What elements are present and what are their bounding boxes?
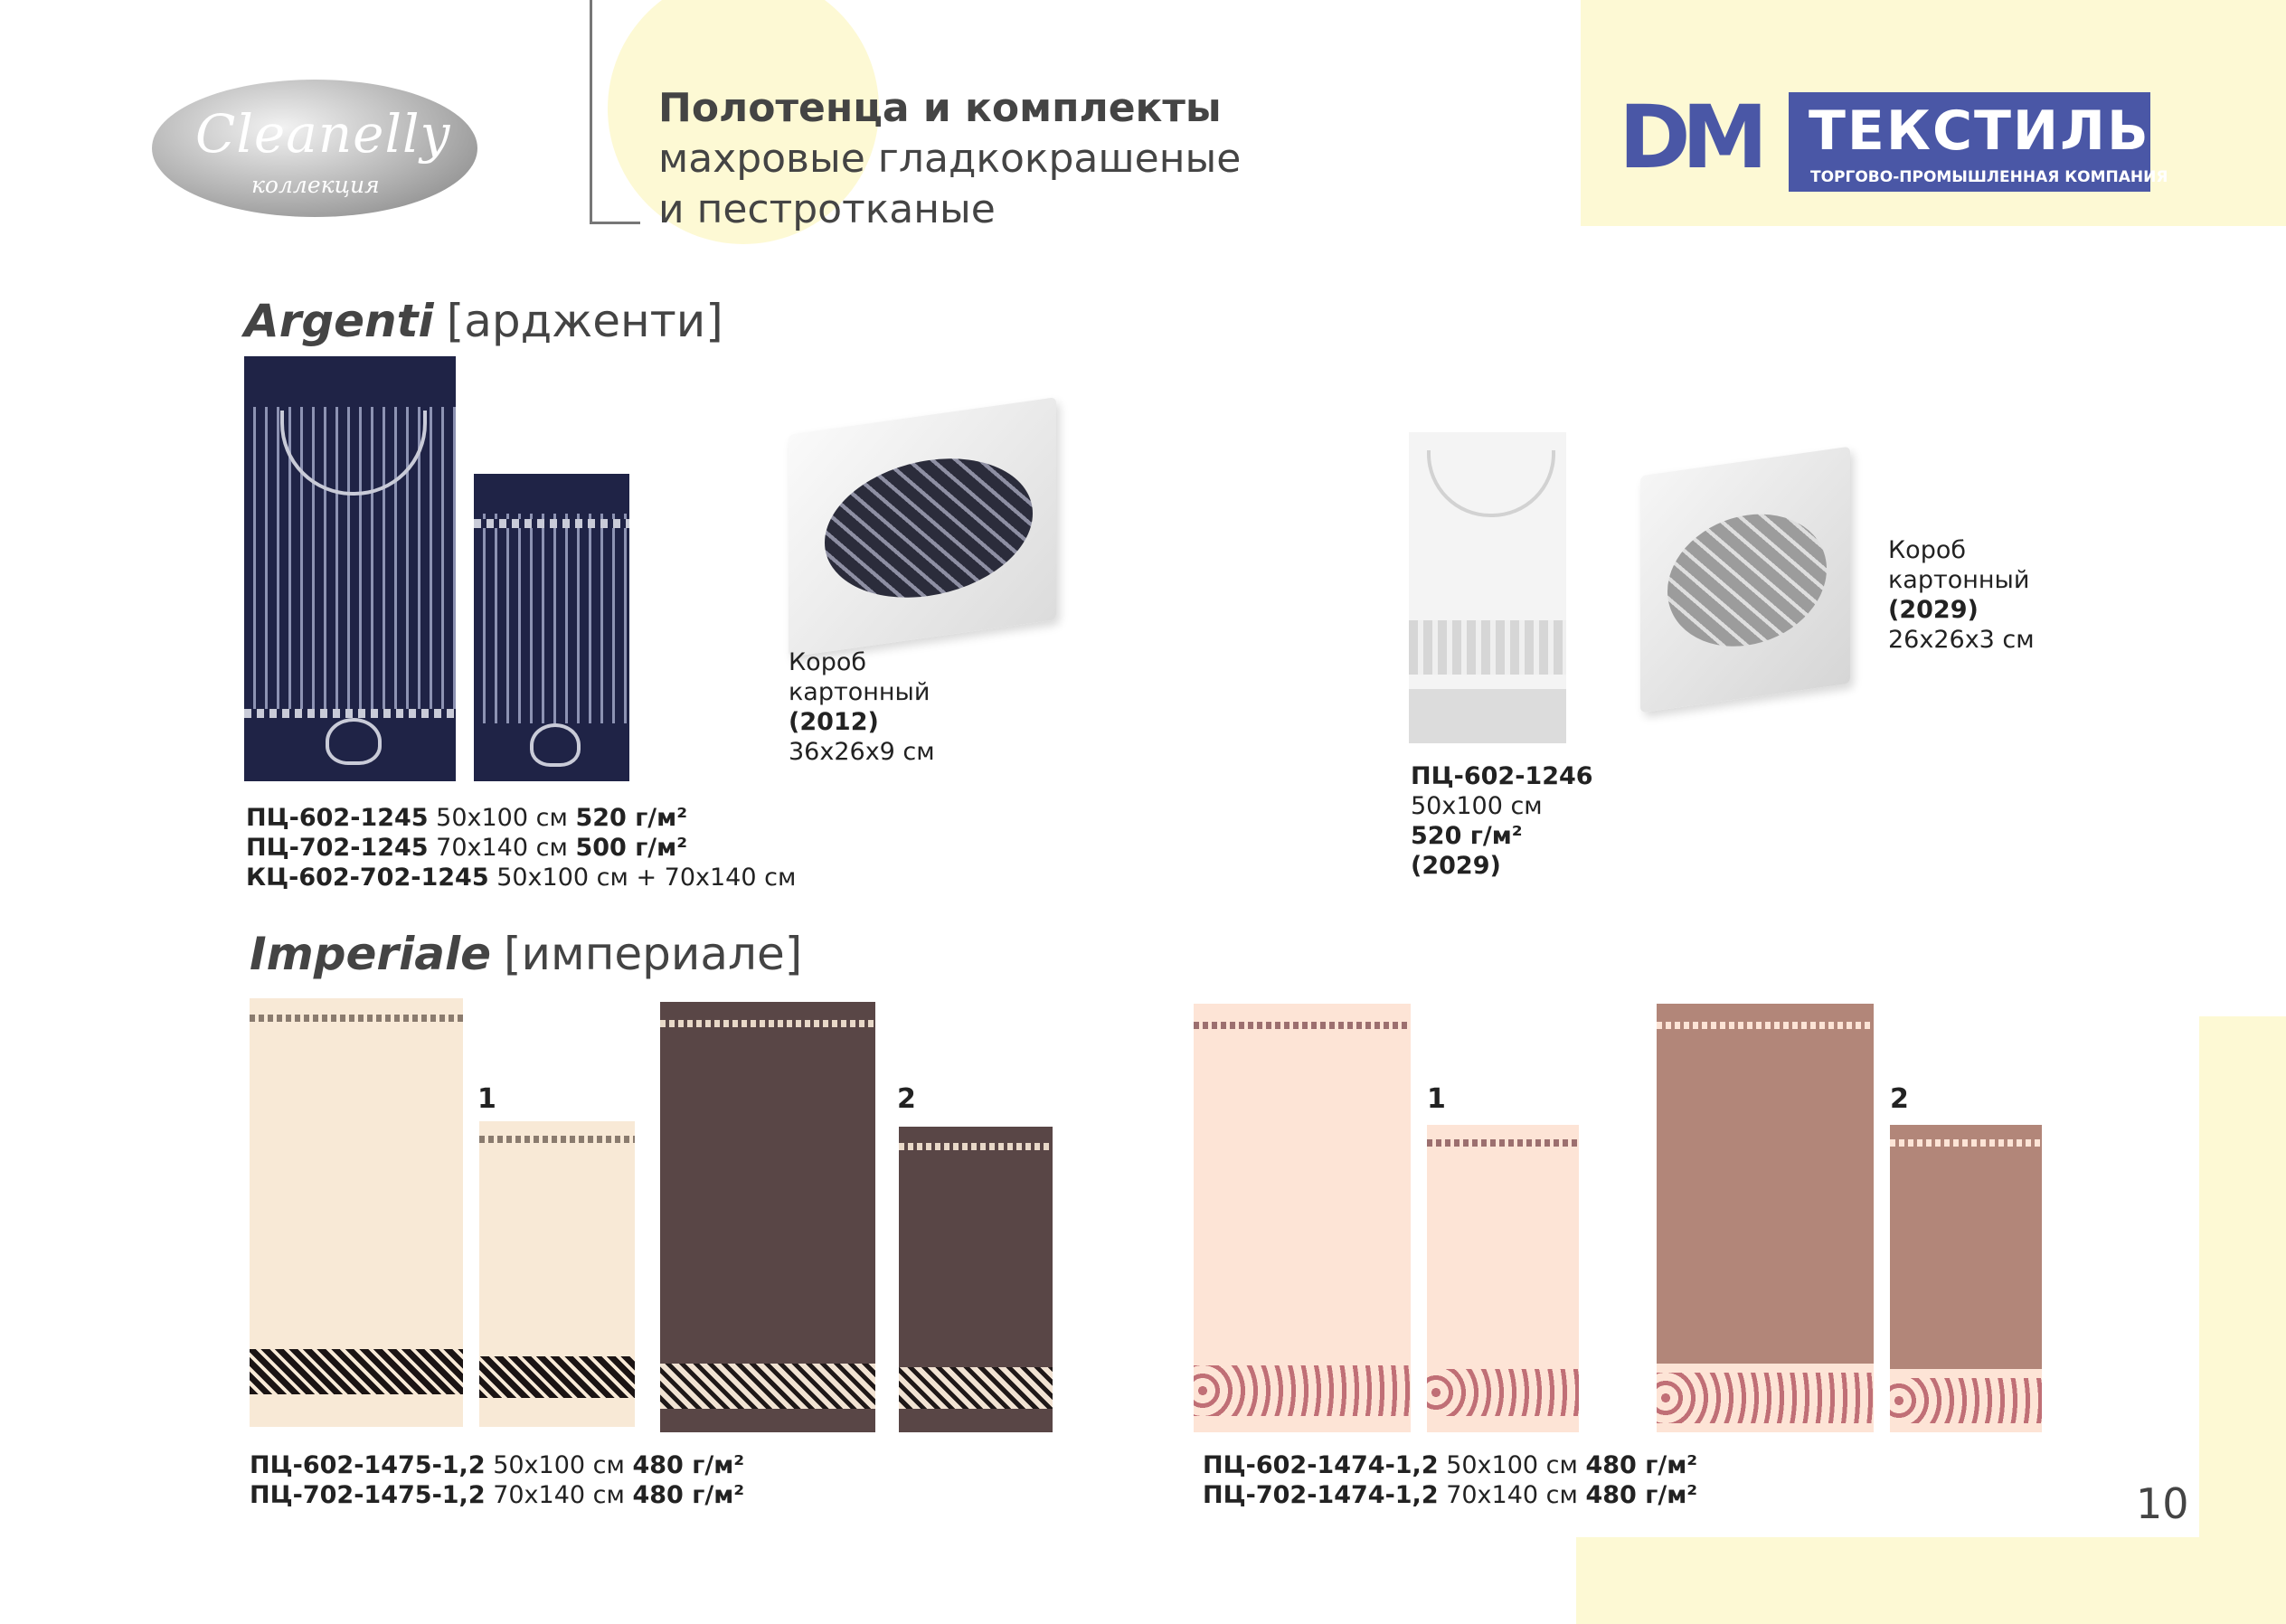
towel-pattern-band [899, 1367, 1053, 1409]
white-towel-box: (2029) [1411, 852, 1501, 880]
imperiale-towel-brown-large [660, 1002, 875, 1432]
box-caption-line2: картонный [1888, 566, 2030, 594]
imperiale-label-3: 1 [1427, 1083, 1446, 1115]
right-yellow-strip [2199, 1016, 2286, 1559]
page-number: 10 [2136, 1479, 2189, 1528]
towel-ornament-top [474, 519, 629, 528]
box-caption-size: 26x26x3 см [1888, 626, 2035, 654]
towel-top-band [474, 474, 629, 514]
towel-top-border [1194, 1022, 1411, 1029]
imperiale-translit: [империале] [504, 928, 803, 980]
argenti-title: Argenti [ардженти] [244, 295, 723, 347]
box-caption-line2: картонный [789, 678, 930, 706]
towel-top-border [1657, 1022, 1874, 1029]
white-towel-code: ПЦ-602-1246 [1411, 762, 1593, 790]
imperiale-towel-cream-large [250, 998, 463, 1427]
argenti-specs: ПЦ-602-1245 50x100 см 520 г/м² ПЦ-702-12… [246, 803, 796, 892]
towel-ornament-drop [530, 723, 581, 767]
box-caption-line1: Короб [1888, 536, 1966, 564]
white-towel-size: 50x100 см [1411, 792, 1543, 820]
towel-ornament-drop [326, 718, 382, 765]
argenti-towel-small [474, 474, 629, 781]
spec-row: ПЦ-602-1475-1,2 50x100 см 480 г/м² [250, 1451, 745, 1479]
argenti-box-2012 [789, 397, 1056, 657]
imperiale-name: Imperiale [250, 928, 491, 980]
title-bracket-foot [590, 222, 640, 224]
title-bracket-line [590, 0, 592, 224]
towel-pattern-motif [1890, 1378, 2042, 1423]
imperiale-specs-right: ПЦ-602-1474-1,2 50x100 см 480 г/м² ПЦ-70… [1203, 1450, 1697, 1510]
box-caption-line1: Короб [789, 648, 866, 676]
spec-row: КЦ-602-702-1245 50x100 см + 70x140 см [246, 864, 797, 892]
towel-top-border [1890, 1139, 2042, 1147]
towel-top-border [250, 1015, 463, 1022]
argenti-translit: [ардженти] [446, 295, 723, 347]
box-window [825, 445, 1033, 611]
imperiale-label-1: 1 [477, 1083, 496, 1115]
box-caption-code: (2029) [1888, 596, 1979, 624]
white-towel-caption: ПЦ-602-1246 50x100 см 520 г/м² (2029) [1411, 761, 1593, 881]
logo-script: Cleanelly [195, 103, 451, 165]
footer-yellow-panel [1576, 1537, 2286, 1624]
argenti-box-2029 [1640, 446, 1850, 713]
white-towel-weight: 520 г/м² [1411, 822, 1523, 850]
box-window [1667, 504, 1827, 657]
towel-top-border [899, 1143, 1053, 1150]
dm-logo-letters: DM [1619, 87, 1768, 188]
towel-pattern-band [1194, 1365, 1411, 1416]
spec-row: ПЦ-702-1245 70x140 см 500 г/м² [246, 834, 688, 862]
argenti-towel-large [244, 356, 456, 781]
logo-oval [152, 80, 477, 217]
towel-ornament-band [1409, 620, 1566, 675]
dm-textile-logo: DM ТЕКСТИЛЬ ТОРГОВО-ПРОМЫШЛЕННАЯ КОМПАНИ… [1619, 87, 2168, 192]
cleanelly-logo: Cleanelly коллекция [152, 80, 477, 217]
spec-row: ПЦ-602-1474-1,2 50x100 см 480 г/м² [1203, 1451, 1698, 1479]
argenti-towel-white [1409, 432, 1566, 743]
towel-bottom-band [1409, 689, 1566, 743]
towel-ornament-bottom [244, 709, 456, 718]
header-yellow-circle [608, 0, 879, 244]
towel-pattern-motif [1657, 1373, 1874, 1423]
imperiale-label-2: 2 [897, 1083, 916, 1115]
dm-tagline: ТОРГОВО-ПРОМЫШЛЕННАЯ КОМПАНИЯ [1810, 168, 2168, 186]
spec-row: ПЦ-702-1475-1,2 70x140 см 480 г/м² [250, 1481, 745, 1509]
towel-top-border [660, 1020, 875, 1027]
title-line-1: Полотенца и комплекты [658, 85, 1222, 131]
title-line-2: махровые гладкокрашеные [658, 136, 1242, 182]
imperiale-towel-peach-small [1427, 1125, 1579, 1432]
towel-top-border [479, 1136, 635, 1143]
dm-company-name: ТЕКСТИЛЬ [1809, 99, 2150, 163]
towel-top-band [244, 356, 456, 407]
imperiale-towel-cream-small [479, 1121, 635, 1427]
box-2012-caption: Короб картонный (2012) 36x26x9 см [789, 647, 935, 767]
towel-top-border [1427, 1139, 1579, 1147]
imperiale-towel-rose-small [1890, 1125, 2042, 1432]
spec-row: ПЦ-702-1474-1,2 70x140 см 480 г/м² [1203, 1481, 1698, 1509]
towel-pattern-band [479, 1356, 635, 1398]
towel-pattern-band [660, 1364, 875, 1409]
imperiale-label-4: 2 [1890, 1083, 1909, 1115]
towel-ornament-top [280, 411, 427, 496]
box-caption-size: 36x26x9 см [789, 738, 935, 766]
page-title: Полотенца и комплекты махровые гладкокра… [658, 83, 1241, 235]
box-caption-code: (2012) [789, 708, 879, 736]
logo-sub: коллекция [251, 172, 380, 198]
spec-row: ПЦ-602-1245 50x100 см 520 г/м² [246, 804, 688, 832]
argenti-name: Argenti [244, 295, 434, 347]
imperiale-title: Imperiale [империале] [250, 928, 802, 980]
box-2029-caption: Короб картонный (2029) 26x26x3 см [1888, 535, 2035, 655]
towel-pattern-band [250, 1349, 463, 1394]
title-line-3: и пестротканые [658, 186, 996, 232]
imperiale-towel-brown-small [899, 1127, 1053, 1432]
towel-pattern-band [1427, 1369, 1579, 1416]
towel-ornament-top [1427, 450, 1555, 517]
imperiale-towel-peach-large [1194, 1004, 1411, 1432]
imperiale-towel-rose-large [1657, 1004, 1874, 1432]
imperiale-specs-left: ПЦ-602-1475-1,2 50x100 см 480 г/м² ПЦ-70… [250, 1450, 744, 1510]
dm-logo-bar [1789, 92, 2150, 192]
